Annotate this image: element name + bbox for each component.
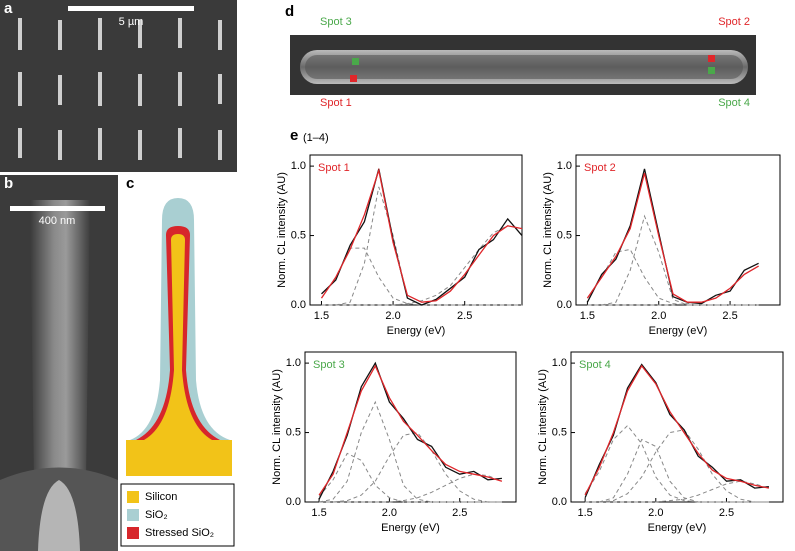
series-line <box>320 167 523 303</box>
legend-swatch <box>127 527 139 539</box>
panel-label: c <box>126 175 134 192</box>
series-line <box>587 214 759 306</box>
y-axis-label: Norm. CL intensity (AU) <box>276 172 288 288</box>
series-line <box>318 361 502 500</box>
y-tick-label: 1.0 <box>557 160 572 172</box>
chart-title: Spot 3 <box>313 359 345 371</box>
chart-title: Spot 2 <box>584 162 616 174</box>
base-pillar <box>38 480 80 551</box>
silicon-base <box>126 440 232 476</box>
series-line <box>587 265 759 306</box>
legend-swatch <box>127 491 139 503</box>
series-line <box>318 452 502 503</box>
y-tick-label: 0.0 <box>286 496 301 508</box>
series-line <box>321 225 523 306</box>
spot-marker <box>708 55 715 62</box>
chart-title: Spot 1 <box>318 162 350 174</box>
series-line <box>319 432 502 503</box>
plot-frame <box>309 154 523 306</box>
x-axis-label: Energy (eV) <box>648 522 707 534</box>
legend-label: SiO₂ <box>145 509 168 521</box>
y-tick-label: 1.0 <box>291 160 306 172</box>
pillars <box>18 18 222 160</box>
series-line <box>319 400 502 503</box>
y-tick-label: 0.0 <box>291 299 306 311</box>
legend-label: Stressed SiO₂ <box>145 527 214 539</box>
y-tick-label: 0.0 <box>552 496 567 508</box>
series-line <box>585 429 769 503</box>
x-tick-label: 2.5 <box>457 310 472 322</box>
x-tick-label: 1.5 <box>577 507 592 519</box>
legend-swatch <box>127 509 139 521</box>
x-axis-label: Energy (eV) <box>387 325 446 337</box>
legend-label: Silicon <box>145 491 177 503</box>
spot-marker <box>352 58 359 65</box>
series-line <box>584 424 769 503</box>
panel-sublabel: (1–4) <box>303 132 329 144</box>
x-tick-label: 2.0 <box>648 507 663 519</box>
silicon-core <box>144 234 212 440</box>
x-tick-label: 2.0 <box>651 310 666 322</box>
y-axis-label: Norm. CL intensity (AU) <box>542 172 554 288</box>
scale-bar <box>10 206 105 211</box>
nanowire-core <box>305 55 743 79</box>
series-line <box>586 172 759 303</box>
series-line <box>586 168 759 305</box>
panel-label: e <box>290 127 298 144</box>
plot-frame <box>575 154 781 306</box>
x-tick-label: 2.5 <box>452 507 467 519</box>
y-tick-label: 1.0 <box>552 357 567 369</box>
spot-marker <box>350 75 357 82</box>
spot-label: Spot 1 <box>320 97 352 109</box>
spot-marker <box>708 67 715 74</box>
scale-bar <box>68 6 194 11</box>
x-tick-label: 1.5 <box>311 507 326 519</box>
y-axis-label: Norm. CL intensity (AU) <box>537 369 549 485</box>
x-tick-label: 2.5 <box>719 507 734 519</box>
x-axis-label: Energy (eV) <box>649 325 708 337</box>
scale-label: 5 µm <box>119 16 144 28</box>
series-line <box>584 364 770 496</box>
plot-frame <box>570 351 784 503</box>
y-tick-label: 0.5 <box>557 229 572 241</box>
spot-label: Spot 4 <box>718 97 750 109</box>
panel-label: d <box>285 3 294 20</box>
sem-image-a <box>0 0 237 172</box>
spot-label: Spot 2 <box>718 16 750 28</box>
spot-label: Spot 3 <box>320 16 352 28</box>
panel-label: a <box>4 0 13 17</box>
x-tick-label: 1.5 <box>580 310 595 322</box>
y-tick-label: 0.5 <box>291 229 306 241</box>
plot-frame <box>304 351 517 503</box>
y-tick-label: 0.5 <box>286 426 301 438</box>
spots: Spot 3 Spot 2 Spot 1 Spot 4 <box>320 16 750 109</box>
series-line <box>585 480 770 503</box>
x-tick-label: 1.5 <box>314 310 329 322</box>
x-tick-label: 2.0 <box>385 310 400 322</box>
series-line <box>585 438 769 503</box>
chart-title: Spot 4 <box>579 359 611 371</box>
series-line <box>584 363 769 499</box>
series-line <box>321 186 522 306</box>
series-line <box>319 473 503 503</box>
pillar <box>30 200 90 480</box>
x-axis-label: Energy (eV) <box>381 522 440 534</box>
series-line <box>318 364 503 496</box>
legend <box>120 483 235 547</box>
legend-items: Silicon SiO₂ Stressed SiO₂ <box>127 491 214 539</box>
y-tick-label: 0.0 <box>557 299 572 311</box>
panel-label: b <box>4 175 13 192</box>
scale-label: 400 nm <box>39 215 76 227</box>
series-line <box>321 247 522 306</box>
y-tick-label: 0.5 <box>552 426 567 438</box>
y-tick-label: 1.0 <box>286 357 301 369</box>
x-tick-label: 2.5 <box>722 310 737 322</box>
y-axis-label: Norm. CL intensity (AU) <box>271 369 283 485</box>
x-tick-label: 2.0 <box>382 507 397 519</box>
